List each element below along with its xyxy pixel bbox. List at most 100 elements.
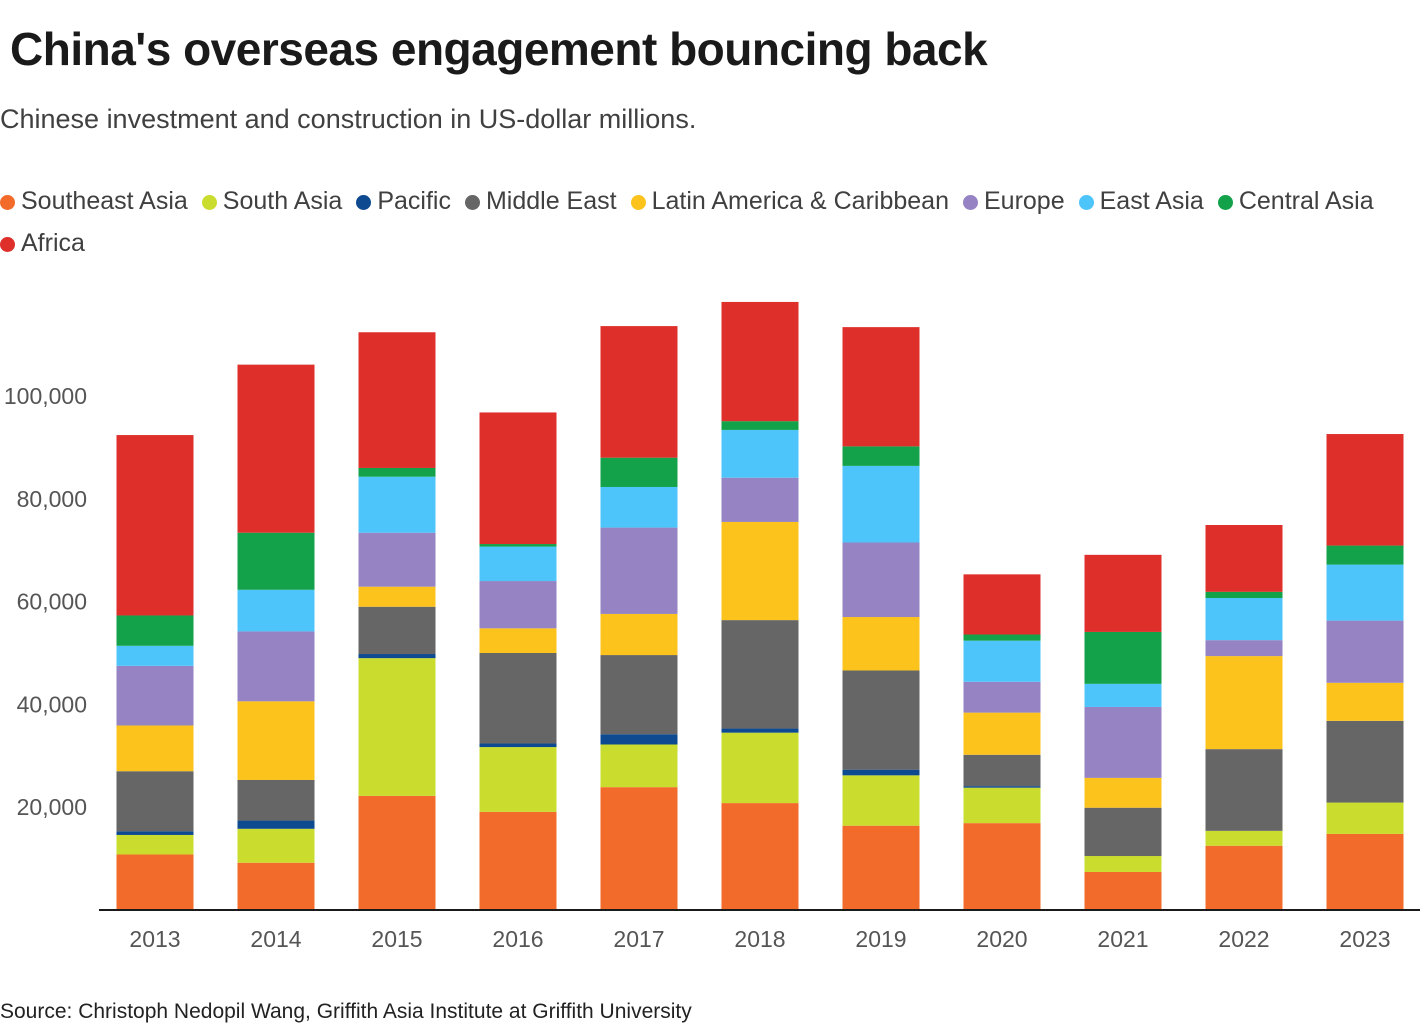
x-tick-label: 2021 bbox=[1097, 926, 1148, 952]
legend-item-europe: Europe bbox=[962, 180, 1065, 222]
bar-segment-2015-latin-america-caribbean bbox=[358, 586, 436, 607]
legend-swatch bbox=[356, 195, 372, 210]
bar-segment-2016-latin-america-caribbean bbox=[479, 628, 557, 653]
legend-label: Latin America & Caribbean bbox=[651, 187, 949, 215]
bar-segment-2021-africa bbox=[1084, 554, 1162, 632]
bar-segment-2020-south-asia bbox=[963, 787, 1041, 824]
bar-segment-2013-central-asia bbox=[116, 615, 194, 646]
bar-segment-2016-east-asia bbox=[479, 546, 557, 582]
bar-segment-2015-middle-east bbox=[358, 606, 436, 655]
bar-segment-2023-east-asia bbox=[1326, 564, 1404, 621]
bar-segment-2022-africa bbox=[1205, 525, 1283, 592]
bar-segment-2018-southeast-asia bbox=[721, 803, 799, 910]
bar-segment-2020-middle-east bbox=[963, 754, 1041, 787]
bar-segment-2019-central-asia bbox=[842, 446, 920, 466]
bar-segment-2022-southeast-asia bbox=[1205, 845, 1283, 910]
bar-segment-2015-pacific bbox=[358, 654, 436, 659]
bar-segment-2019-latin-america-caribbean bbox=[842, 617, 920, 671]
source-note: Source: Christoph Nedopil Wang, Griffith… bbox=[0, 1000, 692, 1023]
bar-segment-2014-central-asia bbox=[237, 532, 315, 590]
bar-segment-2016-central-asia bbox=[479, 544, 557, 547]
bar-segment-2023-latin-america-caribbean bbox=[1326, 682, 1404, 721]
bar-segment-2019-south-asia bbox=[842, 775, 920, 826]
bar-segment-2017-central-asia bbox=[600, 457, 678, 487]
bar-segment-2015-africa bbox=[358, 332, 436, 468]
bar-segment-2013-africa bbox=[116, 435, 194, 616]
bar-segment-2015-southeast-asia bbox=[358, 795, 436, 910]
bar-segment-2021-southeast-asia bbox=[1084, 871, 1162, 910]
bar-segment-2020-europe bbox=[963, 681, 1041, 713]
bar-segment-2020-latin-america-caribbean bbox=[963, 712, 1041, 755]
bar-segment-2013-east-asia bbox=[116, 645, 194, 666]
y-tick-label: 40,000 bbox=[17, 691, 87, 717]
bar-segment-2020-pacific bbox=[963, 786, 1041, 788]
bar-segment-2021-europe bbox=[1084, 706, 1162, 778]
bar-segment-2014-east-asia bbox=[237, 589, 315, 632]
bar-segment-2023-africa bbox=[1326, 434, 1404, 546]
legend-swatch bbox=[201, 195, 217, 210]
legend-label: South Asia bbox=[222, 187, 343, 215]
bar-segment-2023-central-asia bbox=[1326, 545, 1404, 565]
legend-label: East Asia bbox=[1099, 187, 1204, 215]
bar-segment-2019-africa bbox=[842, 327, 920, 447]
bar-segment-2013-pacific bbox=[116, 831, 194, 835]
bar-segment-2022-latin-america-caribbean bbox=[1205, 656, 1283, 750]
bar-segment-2014-southeast-asia bbox=[237, 862, 315, 910]
bar-segment-2021-central-asia bbox=[1084, 631, 1162, 684]
x-tick-label: 2020 bbox=[976, 926, 1027, 952]
bar-segment-2022-south-asia bbox=[1205, 830, 1283, 846]
bar-segment-2019-middle-east bbox=[842, 670, 920, 770]
x-tick-label: 2013 bbox=[129, 926, 180, 952]
x-tick-label: 2015 bbox=[371, 926, 422, 952]
legend-label: Southeast Asia bbox=[21, 187, 188, 215]
bar-segment-2022-central-asia bbox=[1205, 591, 1283, 599]
bar-segment-2014-latin-america-caribbean bbox=[237, 701, 315, 780]
bar-segment-2015-central-asia bbox=[358, 467, 436, 477]
bar-segment-2016-middle-east bbox=[479, 653, 557, 744]
bar-segment-2013-europe bbox=[116, 665, 194, 726]
bar-segment-2017-south-asia bbox=[600, 744, 678, 788]
legend-label: Central Asia bbox=[1238, 187, 1374, 215]
bar-segment-2020-southeast-asia bbox=[963, 823, 1041, 910]
x-tick-label: 2014 bbox=[250, 926, 301, 952]
legend-item-africa: Africa bbox=[0, 222, 85, 264]
legend-swatch bbox=[1078, 195, 1094, 210]
x-tick-label: 2019 bbox=[855, 926, 906, 952]
bar-segment-2014-europe bbox=[237, 631, 315, 702]
bar-segment-2013-south-asia bbox=[116, 834, 194, 855]
bar-segment-2017-pacific bbox=[600, 734, 678, 745]
bar-segment-2017-latin-america-caribbean bbox=[600, 613, 678, 656]
legend-swatch bbox=[1217, 195, 1233, 210]
bar-segment-2016-south-asia bbox=[479, 747, 557, 812]
bar-segment-2017-middle-east bbox=[600, 655, 678, 735]
bar-segment-2017-east-asia bbox=[600, 486, 678, 528]
legend-label: Africa bbox=[21, 229, 85, 257]
bar-segment-2023-middle-east bbox=[1326, 720, 1404, 803]
legend-swatch bbox=[962, 195, 978, 210]
bar-segment-2013-middle-east bbox=[116, 771, 194, 832]
bar-segment-2016-africa bbox=[479, 412, 557, 545]
bar-segment-2019-southeast-asia bbox=[842, 825, 920, 910]
bar-segment-2021-latin-america-caribbean bbox=[1084, 777, 1162, 808]
legend-swatch bbox=[0, 237, 15, 252]
legend-label: Middle East bbox=[485, 187, 617, 215]
bar-segment-2019-east-asia bbox=[842, 465, 920, 543]
bar-segment-2016-pacific bbox=[479, 743, 557, 748]
legend-item-southeast-asia: Southeast Asia bbox=[0, 180, 188, 222]
bar-segment-2022-east-asia bbox=[1205, 598, 1283, 641]
bar-segment-2020-africa bbox=[963, 574, 1041, 635]
x-tick-label: 2023 bbox=[1339, 926, 1390, 952]
legend-item-latin-america-caribbean: Latin America & Caribbean bbox=[630, 180, 949, 222]
legend-item-pacific: Pacific bbox=[356, 180, 451, 222]
bar-segment-2016-southeast-asia bbox=[479, 811, 557, 910]
bar-segment-2018-middle-east bbox=[721, 620, 799, 729]
y-tick-label: 60,000 bbox=[17, 589, 87, 615]
bar-segment-2019-europe bbox=[842, 542, 920, 618]
bar-segment-2014-africa bbox=[237, 364, 315, 533]
legend-swatch bbox=[630, 195, 646, 210]
y-tick-label: 80,000 bbox=[17, 486, 87, 512]
bar-segment-2020-central-asia bbox=[963, 634, 1041, 641]
bar-segment-2021-middle-east bbox=[1084, 807, 1162, 857]
legend-label: Pacific bbox=[377, 187, 451, 215]
bar-segment-2022-middle-east bbox=[1205, 749, 1283, 831]
